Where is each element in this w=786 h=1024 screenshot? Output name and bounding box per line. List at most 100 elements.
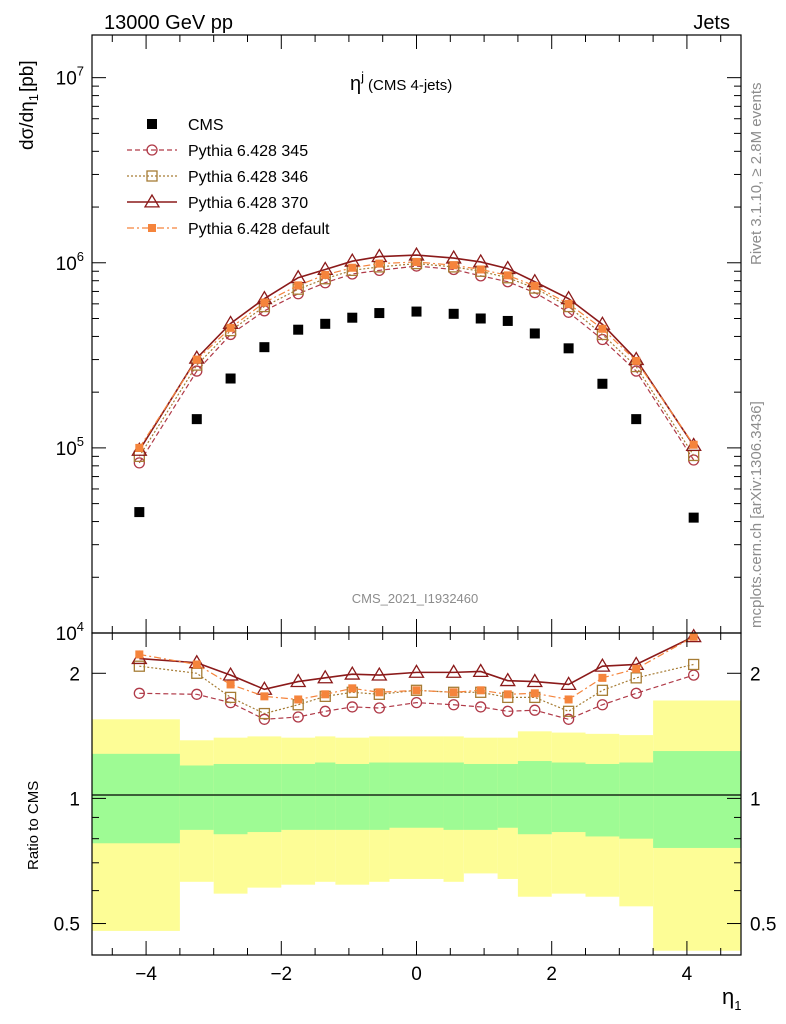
data-point [632, 356, 641, 365]
data-point [293, 324, 304, 335]
ratio-point [688, 658, 700, 671]
data-point [135, 443, 144, 452]
header-energy: 13000 GeV pp [104, 12, 233, 34]
ratio-point [191, 688, 203, 700]
legend-item: Pythia 6.428 345 [127, 143, 308, 160]
ratio-point [373, 702, 385, 714]
main-series-group [131, 246, 702, 523]
data-point [502, 315, 513, 326]
ratio-point [222, 666, 239, 681]
ratio-series-pythia-6-428-default [135, 632, 698, 704]
ratio-line [139, 674, 694, 720]
main-y-tick-label: 105 [56, 434, 84, 460]
series-pythia-6-428-346 [133, 257, 700, 463]
ratio-point [598, 673, 607, 682]
ratio-plot-panel: 0.5 0.5 1 1 2 2 −4 −2 0 2 4 Ratio to CMS η1 [25, 628, 776, 1013]
x-tick-label: −4 [135, 964, 157, 985]
data-point [133, 457, 145, 469]
data-point [688, 512, 699, 523]
ratio-point [292, 711, 304, 723]
data-point [475, 313, 486, 324]
ratio-point [344, 665, 361, 680]
ratio-point [560, 676, 577, 691]
ratio-point [502, 705, 514, 717]
band-inner-bin [281, 763, 316, 830]
x-axis-label: η1 [722, 984, 741, 1013]
ratio-point [226, 680, 235, 689]
legend-marker [147, 119, 157, 129]
data-point [631, 414, 642, 425]
ratio-point [448, 699, 460, 711]
legend-marker [148, 224, 156, 232]
ratio-point [499, 672, 516, 687]
legend-label: Pythia 6.428 345 [188, 143, 308, 160]
ratio-point [449, 688, 458, 697]
side-label-rivet: Rivet 3.1.10, ≥ 2.8M events [748, 83, 765, 266]
ratio-point [346, 701, 358, 713]
ratio-point [630, 672, 642, 684]
legend-marker [146, 170, 158, 182]
legend-marker [143, 193, 161, 208]
ratio-point [562, 713, 575, 725]
legend-marker [146, 144, 158, 156]
data-point [529, 328, 540, 339]
main-y-tick-label: 104 [56, 619, 84, 645]
ratio-point [192, 660, 201, 669]
data-point [134, 507, 145, 518]
band-inner-bin [497, 763, 518, 828]
series-line [138, 261, 695, 449]
ratio-point [317, 669, 334, 684]
band-inner-bin [463, 763, 498, 830]
series-line [138, 254, 695, 451]
ratio-line [139, 663, 694, 715]
x-tick-label: 2 [546, 964, 557, 985]
data-point [597, 378, 608, 389]
ratio-point [258, 707, 271, 720]
ratio-point [596, 684, 609, 696]
main-y-tick-label: 106 [56, 249, 84, 275]
band-inner-bin [335, 763, 370, 830]
ratio-point [258, 713, 271, 725]
main-y-tick-label: 107 [56, 64, 84, 90]
band-inner-bin [619, 762, 654, 839]
ratio-y-tick-label-right: 2 [750, 664, 761, 685]
ratio-series-group [131, 628, 702, 725]
series-line [138, 262, 695, 457]
side-label-mcplots: mcplots.cern.ch [arXiv:1306.3436] [748, 401, 765, 628]
series-pythia-6-428-370 [131, 246, 702, 456]
ratio-point [319, 705, 331, 717]
ratio-point [503, 690, 512, 699]
ratio-y-tick-label-left: 1 [69, 789, 80, 810]
main-y-tick-labels: 104 105 106 107 [56, 64, 84, 645]
ratio-point [526, 673, 543, 688]
ratio-point [689, 632, 698, 641]
ratio-point [294, 695, 303, 704]
ratio-point [371, 666, 388, 681]
data-point [294, 281, 303, 290]
ratio-point [529, 704, 541, 716]
data-point [598, 324, 607, 333]
data-point [321, 270, 330, 279]
ratio-point [410, 696, 423, 709]
x-tick-label: 0 [411, 964, 422, 985]
data-point [411, 306, 422, 317]
data-point [564, 299, 573, 308]
series-line [138, 265, 695, 464]
main-axis-ticks [92, 35, 741, 634]
data-point [503, 271, 512, 280]
data-point [374, 308, 385, 319]
ratio-point [133, 660, 145, 672]
band-inner-bin [585, 763, 620, 837]
ratio-point [412, 686, 421, 695]
ratio-point [475, 701, 487, 713]
series-pythia-6-428-345 [133, 260, 700, 469]
ratio-point [290, 673, 307, 688]
data-point [191, 414, 202, 425]
legend-label: Pythia 6.428 346 [188, 169, 308, 186]
band-inner-bin [92, 753, 180, 844]
legend-item: Pythia 6.428 default [127, 221, 330, 238]
legend-label: CMS [188, 117, 224, 134]
band-inner-bin [369, 762, 390, 830]
data-point [320, 318, 331, 329]
